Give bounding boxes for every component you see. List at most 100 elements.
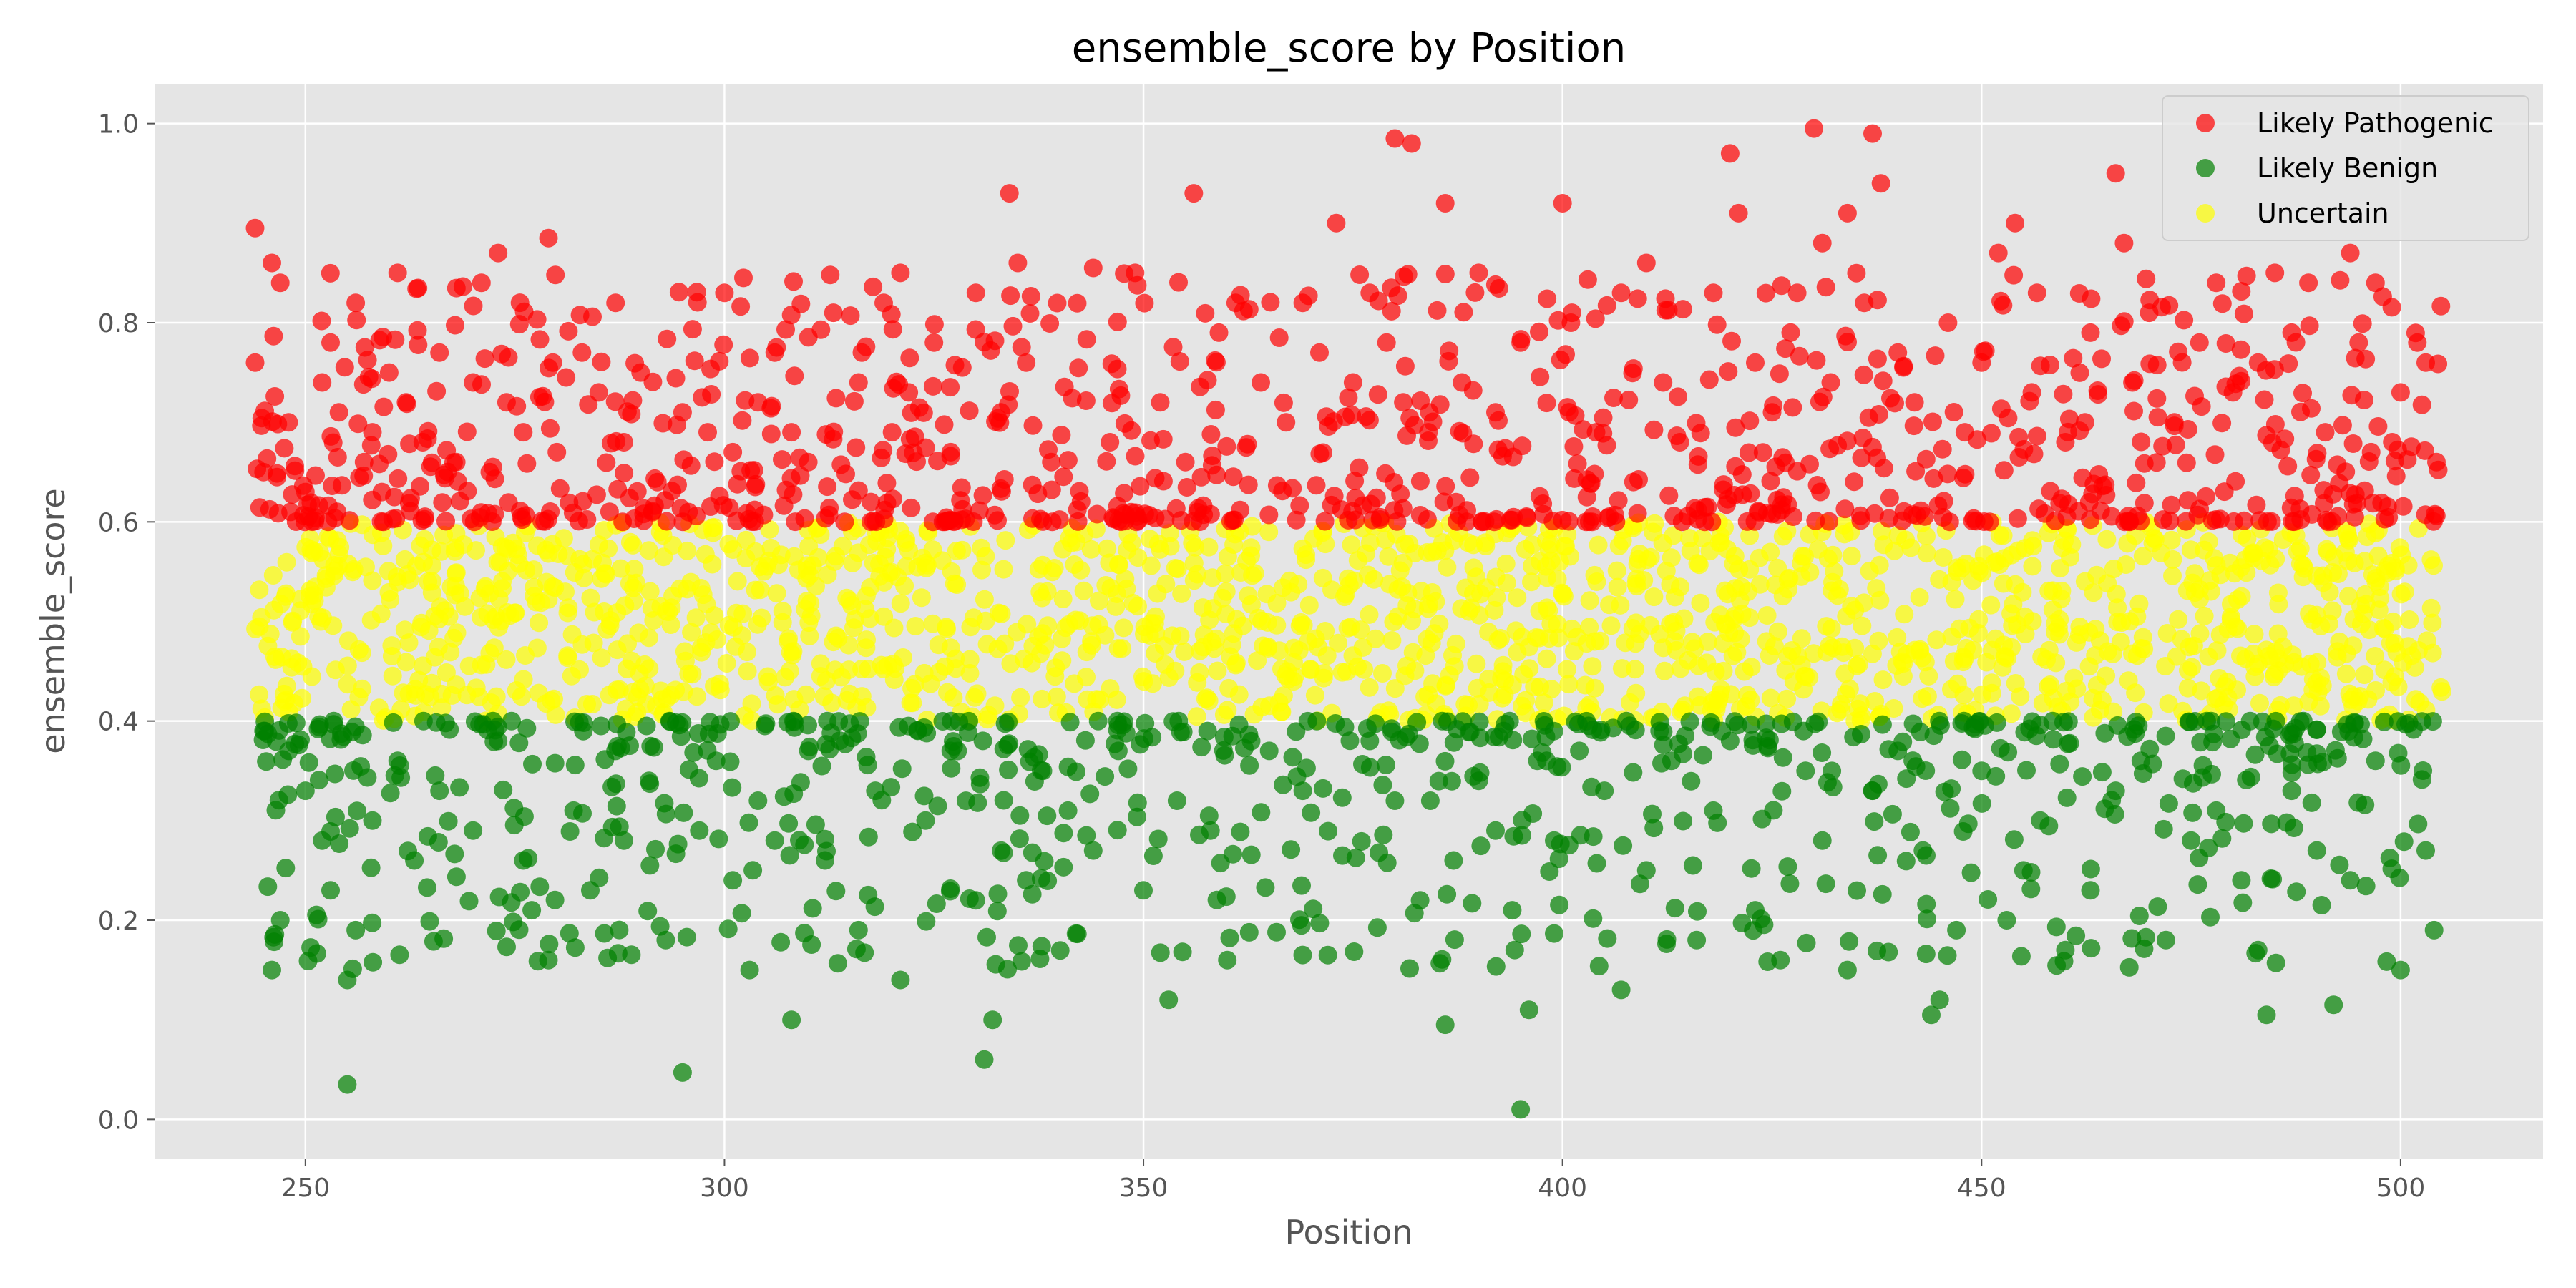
point-uncertain	[2162, 530, 2181, 550]
point-likely-pathogenic	[1761, 472, 1780, 491]
point-likely-pathogenic	[309, 496, 328, 515]
point-likely-benign	[828, 954, 847, 973]
point-likely-benign	[265, 924, 285, 944]
point-likely-pathogenic	[1851, 511, 1870, 530]
point-likely-benign	[540, 935, 559, 954]
point-likely-pathogenic	[1283, 479, 1302, 498]
point-likely-pathogenic	[736, 391, 755, 410]
point-uncertain	[686, 608, 706, 628]
point-likely-pathogenic	[2175, 311, 2194, 330]
point-likely-benign	[278, 714, 298, 733]
point-likely-pathogenic	[1783, 398, 1802, 417]
point-likely-pathogenic	[1324, 487, 1344, 506]
point-likely-benign	[258, 877, 278, 897]
point-likely-benign	[602, 817, 622, 836]
point-uncertain	[1522, 572, 1541, 592]
point-likely-pathogenic	[1324, 412, 1343, 431]
point-uncertain	[826, 547, 846, 566]
point-likely-pathogenic	[1457, 512, 1476, 532]
point-uncertain	[1249, 608, 1268, 628]
point-likely-benign	[1352, 831, 1371, 851]
point-likely-pathogenic	[960, 401, 979, 421]
point-uncertain	[328, 531, 347, 550]
point-likely-pathogenic	[1565, 469, 1584, 488]
point-uncertain	[2169, 610, 2188, 629]
point-likely-pathogenic	[2081, 510, 2100, 530]
point-likely-benign	[684, 743, 703, 762]
point-uncertain	[1968, 623, 1988, 643]
point-likely-benign	[2374, 712, 2394, 731]
point-likely-benign	[1523, 804, 1543, 823]
point-uncertain	[1098, 539, 1117, 558]
point-uncertain	[2318, 542, 2338, 562]
point-uncertain	[859, 660, 878, 679]
point-uncertain	[277, 552, 296, 572]
point-likely-pathogenic	[2059, 409, 2079, 429]
point-likely-benign	[1742, 859, 1761, 878]
point-uncertain	[406, 686, 425, 705]
point-uncertain	[338, 675, 357, 694]
point-likely-pathogenic	[2429, 354, 2448, 374]
point-uncertain	[2215, 677, 2235, 696]
point-likely-benign	[523, 754, 542, 774]
point-uncertain	[1688, 687, 1707, 706]
point-likely-benign	[1009, 936, 1028, 955]
point-likely-benign	[1302, 803, 1321, 822]
point-likely-benign	[266, 801, 286, 820]
point-likely-benign	[1116, 723, 1136, 743]
point-uncertain	[1520, 659, 1539, 678]
point-uncertain	[967, 684, 987, 703]
point-likely-benign	[709, 829, 728, 849]
point-likely-benign	[689, 769, 708, 788]
point-likely-pathogenic	[1109, 511, 1128, 530]
point-likely-pathogenic	[761, 399, 781, 418]
point-likely-pathogenic	[2429, 460, 2448, 479]
point-likely-benign	[504, 799, 524, 818]
point-uncertain	[2432, 682, 2451, 701]
point-uncertain	[2046, 653, 2066, 673]
point-likely-benign	[1901, 822, 1920, 841]
point-uncertain	[349, 640, 369, 659]
point-uncertain	[1043, 562, 1062, 582]
point-likely-pathogenic	[731, 297, 751, 316]
point-uncertain	[2108, 598, 2127, 618]
point-likely-pathogenic	[685, 351, 704, 371]
point-uncertain	[2284, 696, 2303, 716]
point-uncertain	[1360, 533, 1380, 552]
point-likely-pathogenic	[2316, 423, 2335, 442]
point-uncertain	[799, 613, 819, 633]
point-uncertain	[435, 601, 454, 620]
point-likely-pathogenic	[388, 263, 407, 283]
point-uncertain	[728, 572, 747, 591]
point-likely-benign	[1080, 784, 1100, 804]
point-likely-benign	[439, 811, 458, 831]
point-likely-benign	[2046, 917, 2066, 937]
point-uncertain	[1405, 600, 1424, 619]
point-likely-pathogenic	[1385, 129, 1405, 148]
point-likely-benign	[2424, 920, 2444, 940]
point-likely-pathogenic	[1574, 420, 1593, 439]
point-likely-pathogenic	[2124, 371, 2144, 390]
point-uncertain	[661, 686, 680, 705]
point-uncertain	[1580, 618, 1599, 637]
point-likely-pathogenic	[790, 448, 809, 467]
point-likely-benign	[1159, 990, 1179, 1010]
point-likely-benign	[1211, 854, 1230, 873]
point-likely-benign	[418, 878, 436, 897]
point-likely-benign	[1385, 791, 1405, 810]
point-uncertain	[1345, 571, 1364, 590]
point-likely-pathogenic	[2147, 389, 2167, 408]
point-uncertain	[651, 597, 670, 616]
point-uncertain	[1933, 548, 1953, 567]
point-uncertain	[2159, 694, 2178, 713]
point-uncertain	[1627, 570, 1646, 589]
point-uncertain	[486, 527, 505, 547]
point-likely-pathogenic	[306, 466, 325, 485]
point-likely-benign	[740, 960, 759, 980]
point-uncertain	[595, 521, 613, 540]
point-likely-benign	[1060, 713, 1080, 732]
point-likely-pathogenic	[1820, 512, 1839, 531]
point-likely-pathogenic	[1003, 316, 1023, 336]
point-likely-pathogenic	[1033, 512, 1053, 531]
point-uncertain	[945, 574, 964, 593]
